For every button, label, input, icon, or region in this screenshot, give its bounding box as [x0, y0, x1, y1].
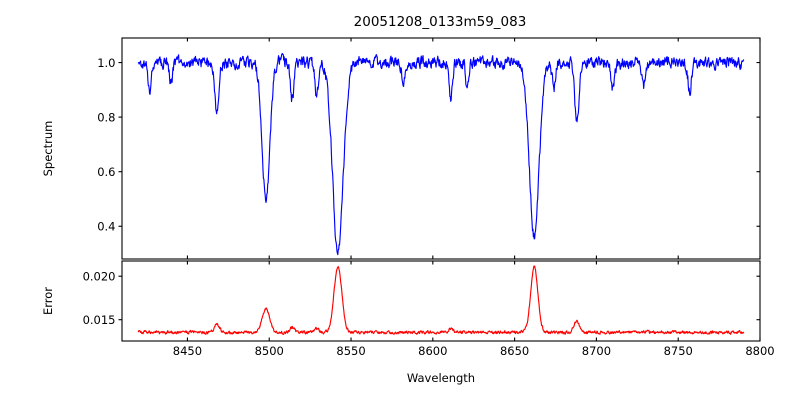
x-tick-label: 8800 — [745, 344, 774, 358]
x-tick-label: 8650 — [500, 344, 529, 358]
y-axis-label: Spectrum — [41, 121, 55, 177]
y-tick-label: 0.015 — [83, 313, 116, 327]
y-tick-label: 1.0 — [97, 56, 115, 70]
y-tick-label: 0.020 — [83, 269, 116, 283]
x-tick-label: 8600 — [418, 344, 447, 358]
y-tick-label: 0.6 — [97, 165, 115, 179]
spectrum-curve — [137, 52, 745, 256]
y-tick-label: 0.4 — [97, 219, 115, 233]
figure-title: 20051208_0133m59_083 — [354, 14, 527, 30]
error-panel: 8450 8500 8550 8600 8650 8700 8750 8800 0.015 0.0… — [41, 260, 775, 358]
x-tick-label: 8450 — [173, 344, 202, 358]
x-axis-label: Wavelength — [407, 371, 475, 385]
y-axis-label: Error — [41, 287, 55, 315]
x-tick-label: 8550 — [336, 344, 365, 358]
x-tick-label: 8500 — [255, 344, 284, 358]
error-curve — [137, 265, 745, 335]
x-tick-label: 8700 — [582, 344, 611, 358]
spectrum-panel: 0.4 0.6 0.8 1.0 Spectrum — [41, 37, 761, 260]
x-tick-label: 8750 — [664, 344, 693, 358]
y-tick-label: 0.8 — [97, 110, 115, 124]
